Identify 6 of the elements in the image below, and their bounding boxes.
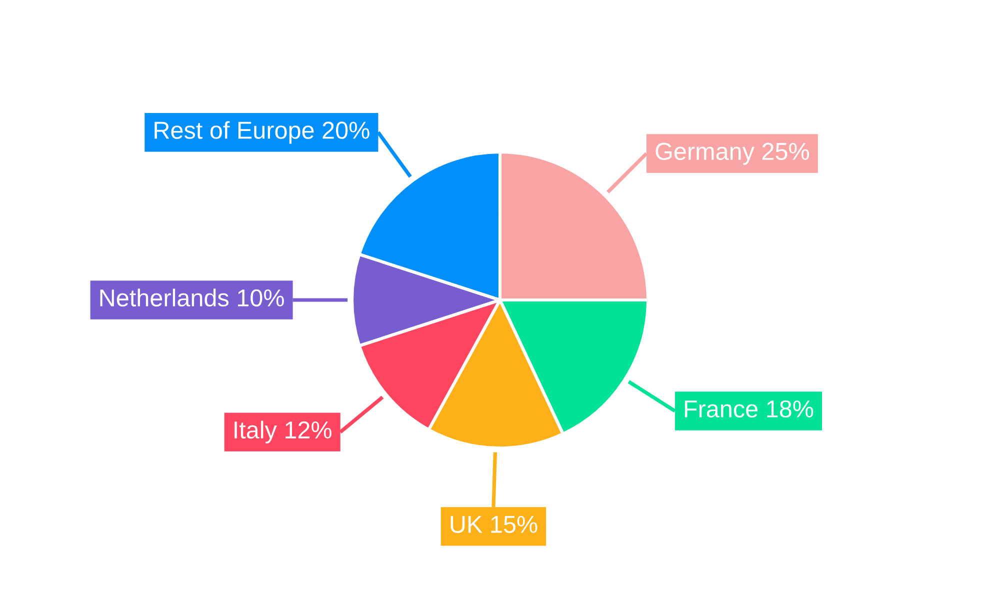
slice-label: Netherlands 10% (100, 288, 284, 307)
slice-label: Rest of Europe 20% (154, 121, 370, 144)
slice-label: Italy 12% (234, 420, 332, 444)
slice-label: Germany 25% (656, 142, 810, 165)
slice-label: UK 15% (450, 516, 538, 533)
slice-label: France 18% (684, 400, 814, 418)
